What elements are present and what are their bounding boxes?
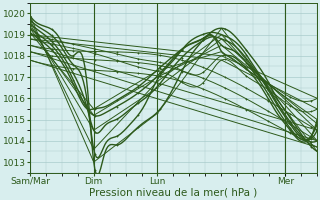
X-axis label: Pression niveau de la mer( hPa ): Pression niveau de la mer( hPa ) (90, 187, 258, 197)
